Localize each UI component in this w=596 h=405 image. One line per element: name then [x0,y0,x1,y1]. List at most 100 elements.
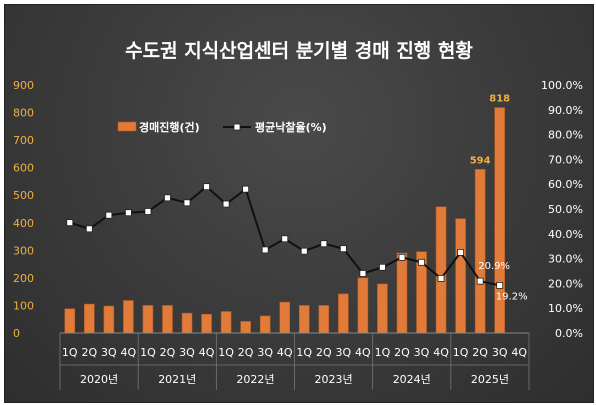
year-label: 2023년 [315,373,353,386]
rate-point [379,263,386,271]
quarter-label: 2Q [472,346,488,359]
quarter-label: 3Q [492,346,508,359]
rate-point [222,200,230,208]
rate-point [437,275,445,282]
quarter-label: 3Q [336,346,352,359]
rate-point [183,199,191,207]
left-axis-tick: 700 [13,134,34,147]
right-axis-tick: 70.0% [548,153,583,166]
rate-point [66,219,74,227]
bar [103,305,115,334]
right-axis-tick: 100.0% [541,79,583,92]
rate-point [457,248,465,256]
bar [377,283,388,334]
bar [142,305,154,334]
rate-point [300,247,308,255]
legend-bar-swatch [117,121,137,132]
quarter-label: 1Q [218,346,234,359]
quarter-label: 2Q [160,346,176,359]
rate-point [496,281,504,289]
left-axis-tick: 400 [13,217,34,230]
rate-point [105,211,113,219]
right-axis-tick: 80.0% [548,129,583,142]
quarter-label: 3Q [101,346,117,359]
rate-point [124,209,132,217]
left-axis-tick: 0 [13,327,20,340]
quarter-label: 1Q [296,346,312,359]
rate-point [418,258,425,266]
rate-point [359,270,367,277]
bar [220,311,232,334]
quarter-label: 1Q [62,346,78,359]
quarter-label: 2Q [81,346,97,359]
rate-point [398,253,406,261]
left-axis-tick: 100 [13,299,34,312]
quarter-label: 4Q [433,346,449,359]
bar [338,293,349,334]
bar [396,252,408,334]
bar [240,321,251,334]
bar [123,300,134,334]
quarter-label: 4Q [199,346,215,359]
right-axis-tick: 30.0% [548,253,583,266]
right-axis-tick: 20.0% [548,277,583,290]
year-label: 2025년 [471,373,509,386]
left-axis-tick: 300 [13,244,34,257]
rate-point [164,194,171,202]
rate-point [203,183,210,191]
quarter-label: 4Q [355,346,371,359]
bar [259,315,271,334]
bar [357,277,369,334]
rate-point [242,185,250,193]
bar [435,206,447,334]
bar [318,305,330,334]
bar [455,218,466,334]
quarter-label: 1Q [453,346,469,359]
rate-point [144,208,152,215]
chart-card: 수도권 지식산업센터 분기별 경매 진행 현황 0 100 200 300 400 500 6… [4,4,594,403]
quarter-label: 4Q [121,346,137,359]
quarter-label: 1Q [375,346,391,359]
year-label: 2024년 [393,373,431,386]
quarter-label: 2Q [316,346,332,359]
quarter-label: 2Q [238,346,254,359]
right-axis-tick: 10.0% [548,302,583,315]
legend-line-label: 평균낙찰율(%) [255,120,327,134]
bar [64,308,76,334]
rate-point [261,246,269,254]
left-axis-tick: 200 [13,272,34,285]
quarter-label: 3Q [257,346,273,359]
year-label: 2022년 [236,373,274,386]
quarter-label: 3Q [179,346,195,359]
bar [181,312,193,334]
legend-line-marker [233,123,241,131]
bar-data-label: 594 [470,155,491,166]
year-label: 2020년 [80,373,118,386]
bar [84,303,95,334]
rate-point [476,277,484,285]
bar [298,305,310,334]
bar [279,301,291,334]
left-axis-tick: 600 [13,162,34,175]
right-axis-tick: 90.0% [548,104,583,117]
rate-point [339,245,347,253]
year-label: 2021년 [158,373,196,386]
rate-data-label: 20.9% [478,261,510,272]
quarter-label: 2Q [394,346,410,359]
bar [474,169,486,334]
rate-data-label: 19.2% [496,291,528,302]
quarter-label: 3Q [414,346,430,359]
chart-title: 수도권 지식산업센터 분기별 경매 진행 현황 [125,39,473,62]
legend-bar-label: 경매진행(건) [139,120,200,134]
bar [162,305,173,334]
right-axis-tick: 50.0% [548,203,583,216]
bar-data-label: 818 [489,94,510,105]
quarter-label: 1Q [140,346,156,359]
right-axis-tick: 0.0% [555,327,583,340]
left-axis-tick: 800 [13,107,34,120]
right-axis-tick: 60.0% [548,178,583,191]
rate-point [85,225,93,233]
quarter-label: 4Q [277,346,293,359]
rate-point [281,235,289,243]
quarter-label: 4Q [511,346,527,359]
